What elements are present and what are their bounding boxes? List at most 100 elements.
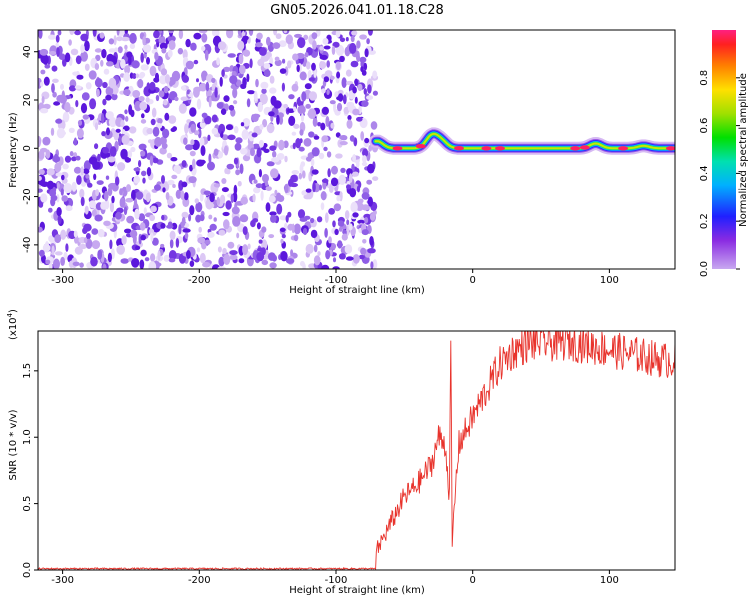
noise-blob bbox=[269, 211, 277, 216]
noise-blob bbox=[338, 226, 343, 232]
noise-blob bbox=[319, 54, 328, 60]
noise-blob bbox=[218, 126, 222, 134]
ridge-peak bbox=[392, 146, 403, 151]
y-tick-label: -20 bbox=[22, 188, 33, 204]
noise-blob bbox=[102, 263, 107, 269]
noise-blob bbox=[149, 81, 156, 91]
noise-blob bbox=[68, 127, 75, 133]
noise-blob bbox=[100, 59, 104, 67]
noise-blob bbox=[131, 60, 140, 69]
noise-blob bbox=[140, 150, 146, 157]
noise-blob bbox=[171, 174, 178, 180]
noise-blob bbox=[242, 226, 248, 236]
noise-blob bbox=[305, 243, 314, 254]
noise-blob bbox=[60, 229, 67, 240]
noise-blob bbox=[261, 239, 268, 251]
noise-blob bbox=[343, 106, 350, 115]
noise-blob bbox=[72, 261, 80, 267]
noise-blob bbox=[65, 205, 73, 212]
noise-blob bbox=[326, 60, 331, 68]
noise-blob bbox=[40, 81, 44, 87]
noise-blob bbox=[100, 201, 108, 210]
noise-blob bbox=[332, 266, 340, 269]
noise-blob bbox=[40, 108, 49, 114]
noise-blob bbox=[143, 86, 151, 97]
noise-blob bbox=[50, 127, 55, 136]
noise-blob bbox=[295, 138, 301, 149]
noise-blob bbox=[41, 96, 45, 104]
noise-blob bbox=[222, 66, 231, 72]
noise-blob bbox=[361, 192, 370, 200]
noise-blob bbox=[291, 223, 295, 234]
noise-blob bbox=[132, 73, 137, 79]
noise-blob bbox=[165, 192, 170, 201]
noise-blob bbox=[38, 169, 45, 175]
noise-blob bbox=[74, 85, 82, 90]
noise-blob bbox=[130, 146, 136, 153]
noise-blob bbox=[68, 39, 72, 46]
noise-blob bbox=[263, 69, 271, 77]
noise-blob bbox=[108, 182, 117, 190]
noise-blob bbox=[146, 127, 154, 135]
noise-blob bbox=[190, 123, 196, 133]
noise-blob bbox=[94, 143, 99, 150]
noise-blob bbox=[320, 202, 325, 211]
y-tick-label: 20 bbox=[22, 94, 33, 107]
noise-blob bbox=[319, 184, 322, 191]
noise-blob bbox=[38, 136, 41, 147]
noise-blob bbox=[198, 226, 202, 233]
noise-blob bbox=[280, 238, 284, 244]
noise-blob bbox=[290, 174, 298, 183]
noise-blob bbox=[252, 113, 261, 119]
noise-blob bbox=[310, 158, 315, 167]
snr-y-ticks: 0.0 0.5 1.0 1.5 bbox=[22, 363, 38, 578]
noise-blob bbox=[189, 205, 195, 216]
noise-blob bbox=[300, 161, 306, 168]
noise-blob bbox=[335, 30, 341, 38]
noise-blob bbox=[181, 85, 187, 91]
noise-blob bbox=[190, 42, 197, 51]
noise-blob bbox=[134, 208, 140, 220]
noise-blob bbox=[325, 250, 331, 260]
noise-blob bbox=[158, 90, 165, 98]
noise-blob bbox=[88, 156, 98, 165]
noise-blob bbox=[139, 259, 145, 269]
noise-blob bbox=[96, 180, 104, 186]
noise-blob bbox=[115, 128, 121, 133]
noise-blob bbox=[262, 173, 269, 183]
noise-blob bbox=[297, 37, 306, 49]
noise-blob bbox=[178, 224, 182, 235]
noise-blob bbox=[169, 80, 174, 87]
noise-blob bbox=[101, 112, 105, 124]
noise-blob bbox=[133, 198, 138, 208]
y-tick-label: 1.5 bbox=[22, 363, 33, 379]
noise-blob bbox=[248, 30, 254, 36]
noise-blob bbox=[49, 189, 57, 198]
noise-blob bbox=[108, 38, 115, 45]
noise-blob bbox=[268, 195, 276, 203]
noise-blob bbox=[364, 48, 369, 58]
colorbar-tick-label: 0.6 bbox=[699, 118, 710, 134]
noise-blob bbox=[227, 241, 235, 249]
noise-blob bbox=[276, 203, 283, 215]
noise-blob bbox=[361, 229, 369, 236]
ridge-peak bbox=[481, 146, 492, 151]
noise-blob bbox=[184, 232, 189, 239]
y-tick-label: 0 bbox=[22, 145, 33, 151]
noise-blob bbox=[84, 40, 90, 52]
colorbar-ticks: 0.0 0.2 0.4 0.6 0.8 bbox=[699, 70, 740, 277]
noise-blob bbox=[170, 157, 178, 162]
x-tick-label: 100 bbox=[600, 275, 619, 286]
noise-blob bbox=[302, 263, 306, 269]
noise-blob bbox=[96, 88, 100, 98]
noise-blob bbox=[99, 32, 105, 39]
noise-blob bbox=[272, 42, 281, 49]
noise-blob bbox=[208, 214, 213, 220]
noise-blob bbox=[80, 51, 88, 62]
noise-blob bbox=[143, 207, 147, 215]
noise-blob bbox=[71, 156, 77, 162]
noise-blob bbox=[211, 77, 216, 84]
noise-blob bbox=[234, 142, 242, 151]
noise-blob bbox=[350, 201, 358, 213]
noise-blob bbox=[139, 101, 148, 111]
